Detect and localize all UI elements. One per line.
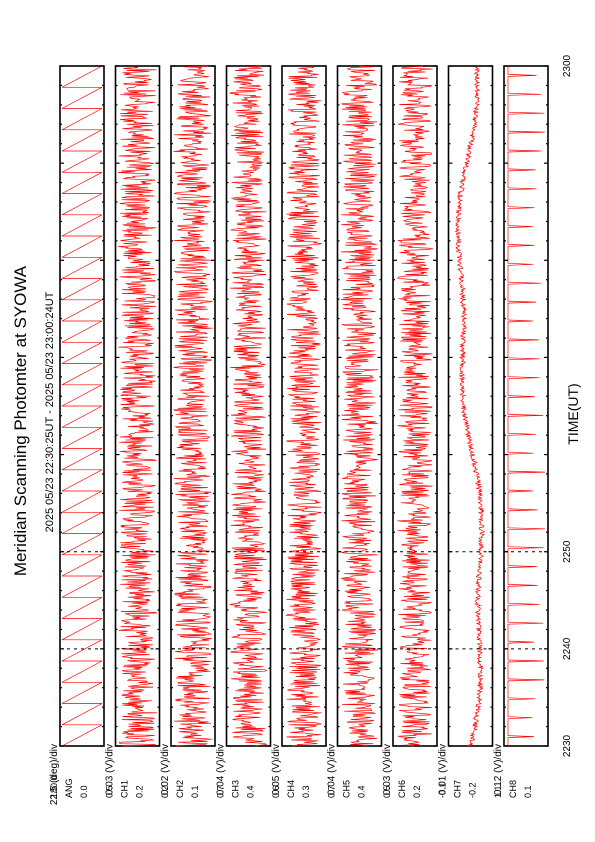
x-tick-label: 2250: [562, 540, 573, 563]
panel-name: CH1: [120, 780, 130, 798]
trace-line: [285, 65, 322, 747]
panel-tick-bottom: 0.2: [412, 785, 422, 798]
panel-tick-bottom: 0.4: [357, 785, 367, 798]
trace-line: [173, 65, 213, 747]
panel-frame: [392, 65, 438, 747]
panel-scale-label: 0.04 (V)/div: [327, 744, 338, 795]
panel-scale-label: 0.05 (V)/div: [271, 744, 282, 795]
panel-tick-top: 0.6: [271, 785, 281, 798]
trace-line: [454, 65, 485, 747]
panel-name: ANG: [64, 778, 74, 798]
x-tick-label: 2300: [562, 54, 573, 77]
panel-tick-bottom: 0.2: [135, 785, 145, 798]
panel-tick-top: 0.7: [327, 785, 337, 798]
panel-frame: [503, 65, 549, 747]
panel-scale-label: 0.01 (V)/div: [438, 744, 449, 795]
panel-scale-label: 0.04 (V)/div: [216, 744, 227, 795]
trace-line: [118, 65, 158, 747]
panel-tick-bottom: 0.1: [190, 785, 200, 798]
panel-name: CH6: [397, 780, 407, 798]
panel-name: CH5: [342, 780, 352, 798]
panel-frame: [281, 65, 327, 747]
trace-line: [228, 65, 268, 747]
trace-line: [340, 65, 379, 747]
panel-scale-label: 0.02 (V)/div: [160, 744, 171, 795]
panel-ch7: 0.01 (V)/div-0.1 -0.2 CH7: [438, 65, 494, 798]
panel-tick-top: -0.1: [438, 782, 448, 798]
panel-name: CH3: [231, 780, 241, 798]
panel-scale-label: 22.5 (deg)/div: [49, 744, 60, 805]
panel-scale-label: 0.03 (V)/div: [105, 744, 116, 795]
trace-line: [61, 65, 103, 747]
panel-tick-bottom: 0.4: [246, 785, 256, 798]
panel-tick-bottom: 0.0: [79, 785, 89, 798]
panel-name: CH7: [453, 780, 463, 798]
panel-tick-bottom: -0.2: [468, 782, 478, 798]
x-tick-label: 2240: [562, 637, 573, 660]
panel-tick-top: 0.2: [160, 785, 170, 798]
panel-tick-top: 0.7: [216, 785, 226, 798]
panel-name: CH2: [175, 780, 185, 798]
panel-name: CH4: [286, 780, 296, 798]
x-axis-label: TIME(UT): [565, 383, 581, 444]
panel-frame: [59, 65, 105, 747]
x-tick-label: 2230: [562, 734, 573, 757]
panel-tick-top: 1.1: [493, 785, 503, 798]
panel-frame: [225, 65, 272, 747]
panel-name: CH8: [508, 780, 518, 798]
chart-title: Meridian Scanning Photomter at SYOWA: [11, 265, 30, 576]
panel-scale-label: 0.12 (V)/div: [493, 744, 504, 795]
panel-tick-bottom: 0.3: [301, 785, 311, 798]
trace-line: [397, 65, 434, 747]
chart-subtitle: 2025 05/23 22:30:25UT - 2025 05/23 23:00…: [44, 291, 56, 532]
panel-tick-top: 0.5: [105, 785, 115, 798]
panel-tick-bottom: 0.1: [523, 785, 533, 798]
time-axis-ticks: 2230 2240 2250 2300: [562, 54, 573, 757]
panel-tick-top: 0.5: [382, 785, 392, 798]
panel-scale-label: 0.03 (V)/div: [382, 744, 393, 795]
panel-frame: [114, 65, 161, 747]
panel-frame: [170, 65, 216, 747]
panel-frame: [447, 65, 494, 747]
trace-line: [507, 66, 546, 746]
panel-tick-top: 180.0: [49, 775, 59, 798]
